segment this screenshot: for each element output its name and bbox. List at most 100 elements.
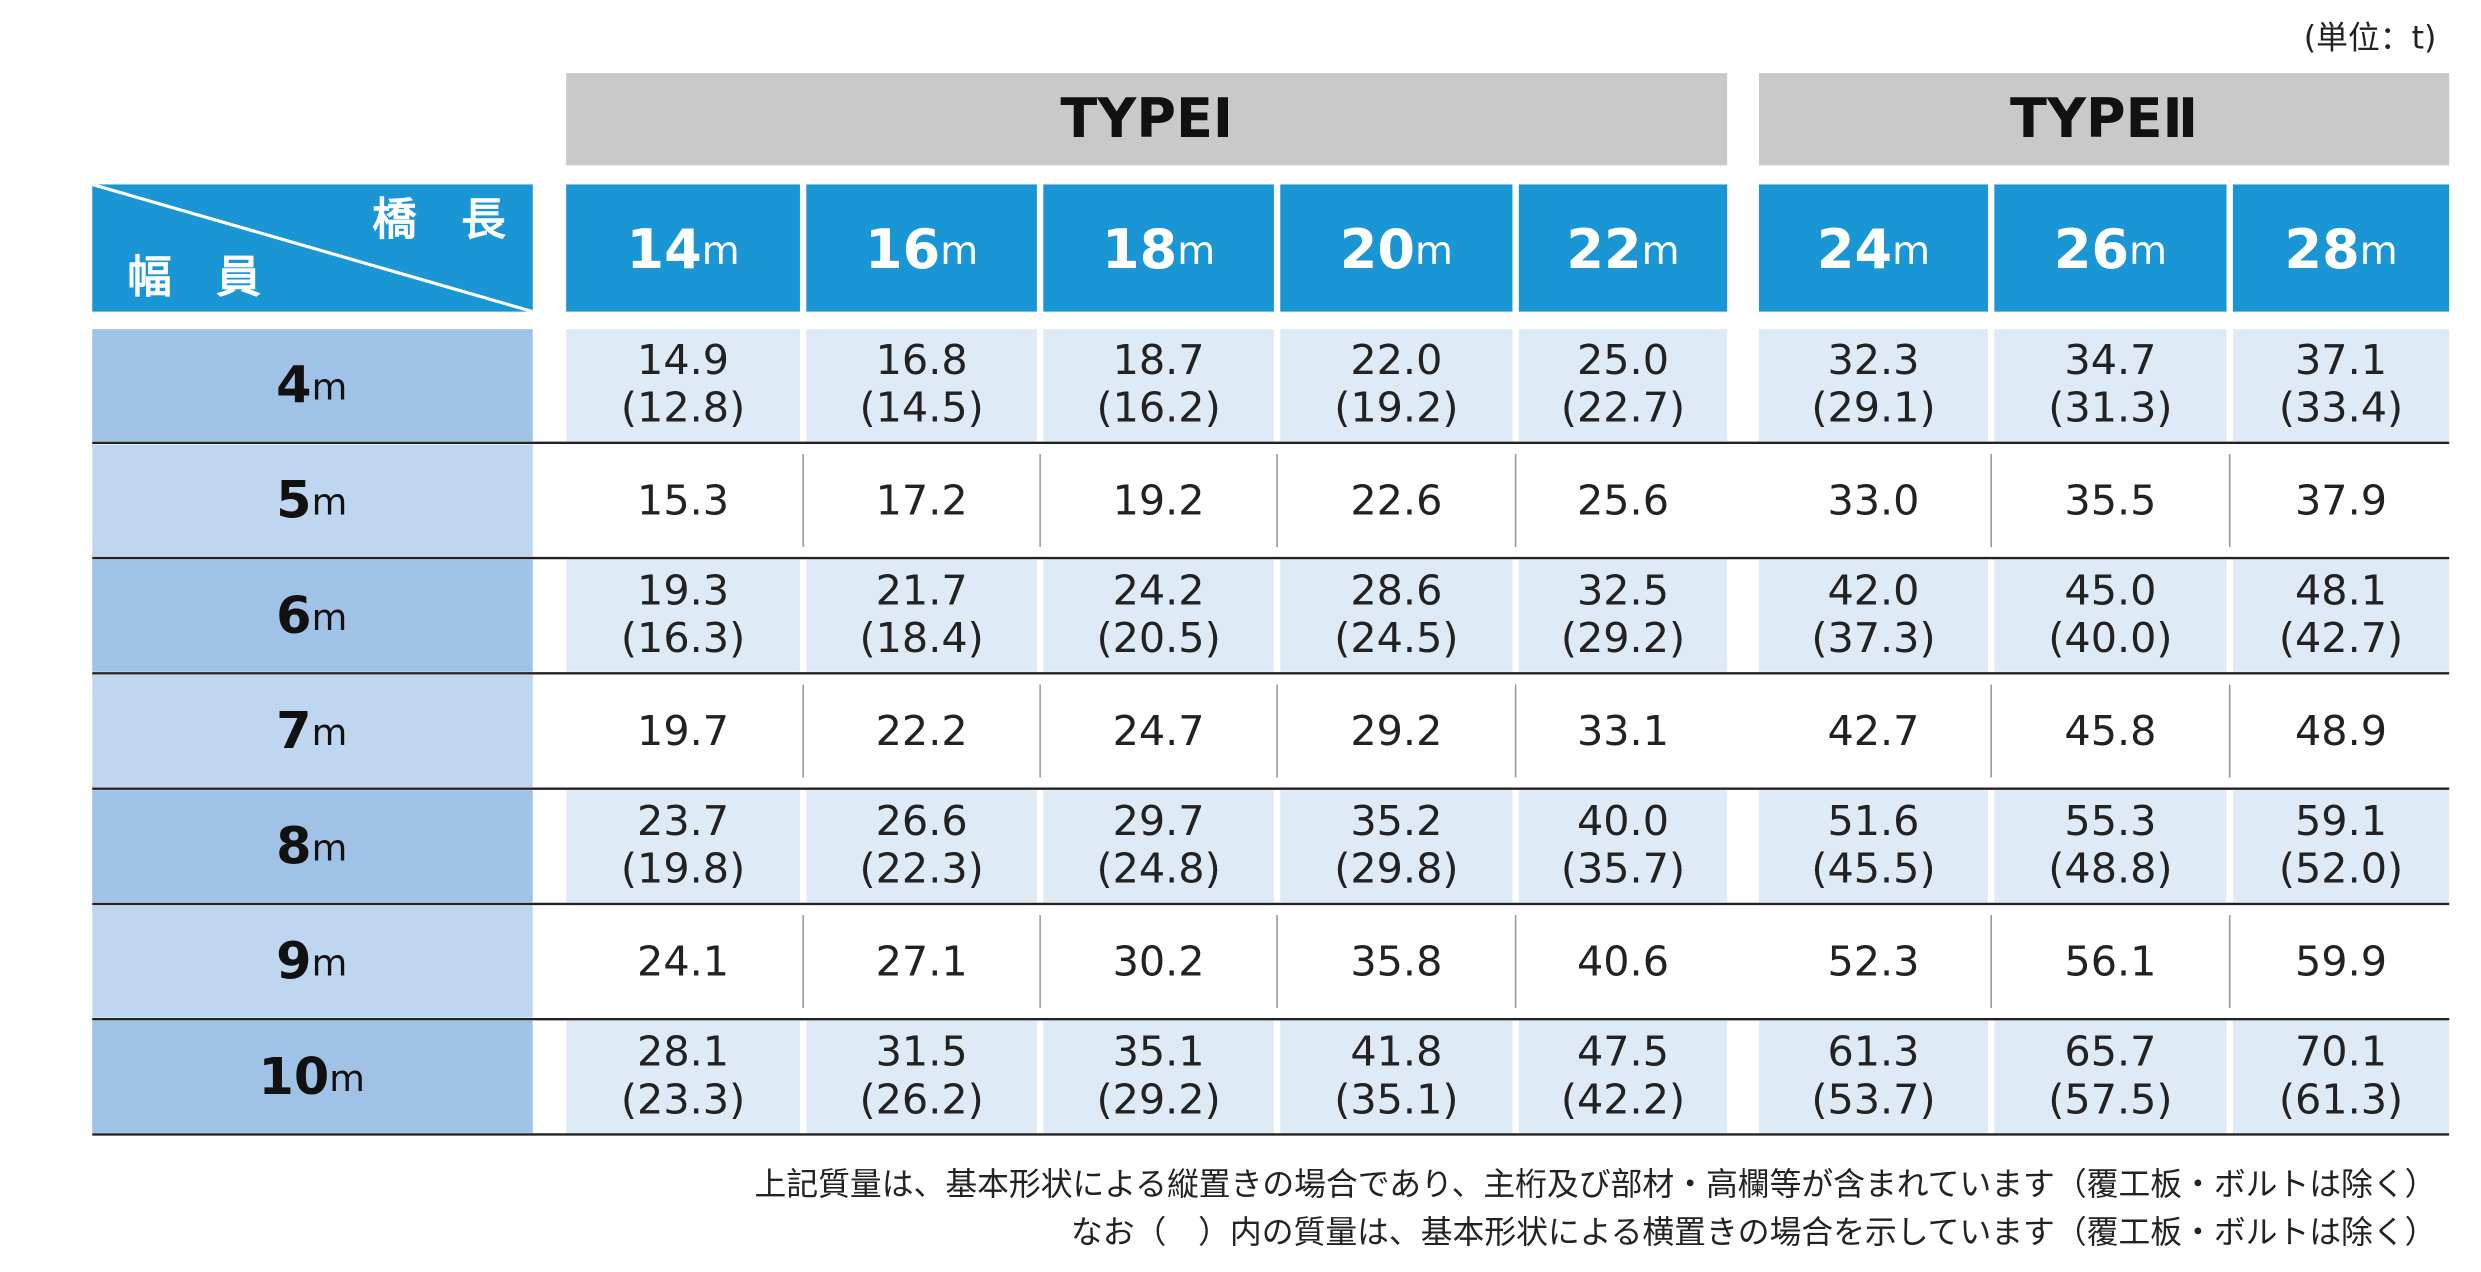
cell-alt-value: (31.3) — [2048, 384, 2172, 432]
row-header-bg — [92, 905, 533, 1018]
cell-value: 42.7 — [1827, 707, 1919, 755]
column-header-num: 16 — [865, 217, 940, 280]
cell-alt-value: (42.2) — [1561, 1075, 1685, 1123]
column-header-unit: m — [1892, 228, 1930, 273]
row-header-num: 10 — [258, 1047, 329, 1106]
cell-alt-value: (26.2) — [859, 1075, 983, 1123]
cell-bg — [806, 790, 1037, 903]
cell-bg — [566, 790, 800, 903]
cell-value: 32.5 — [1577, 566, 1669, 614]
cell-value: 45.8 — [2064, 707, 2156, 755]
row-header-unit: m — [312, 365, 348, 408]
cell-alt-value: (29.8) — [1334, 845, 1458, 893]
column-header-num: 14 — [627, 217, 702, 280]
type-header: TYPEⅡ — [2010, 87, 2198, 150]
cell-value: 18.7 — [1113, 336, 1205, 384]
cell-value: 35.1 — [1113, 1028, 1205, 1076]
cell-bg — [2232, 790, 2450, 903]
cell-value: 19.7 — [637, 707, 729, 755]
cell-alt-value: (45.5) — [1811, 845, 1935, 893]
type-header-bg — [1758, 73, 2450, 166]
cell-value: 37.9 — [2295, 477, 2387, 525]
cell-alt-value: (24.5) — [1334, 614, 1458, 662]
cell-bg — [1043, 559, 1274, 672]
cell-bg — [1994, 790, 2227, 903]
column-header: 16m — [865, 217, 978, 280]
cell-alt-value: (18.4) — [859, 614, 983, 662]
column-header-bg — [806, 184, 1037, 312]
row-header: 7m — [276, 701, 347, 760]
column-header-unit: m — [1642, 228, 1680, 273]
cell-value: 22.0 — [1350, 336, 1442, 384]
column-header-unit: m — [702, 228, 740, 273]
cell-value: 47.5 — [1577, 1028, 1669, 1076]
column-header-unit: m — [2129, 228, 2167, 273]
cell-alt-value: (22.3) — [859, 845, 983, 893]
row-header-unit: m — [329, 1057, 365, 1100]
cell-value: 22.6 — [1350, 477, 1442, 525]
cell-alt-value: (48.8) — [2048, 845, 2172, 893]
row-header: 4m — [276, 355, 347, 414]
column-header-bg — [1994, 184, 2227, 312]
cell-bg — [1518, 790, 1728, 903]
row-header-num: 4 — [276, 355, 311, 414]
cell-value: 33.1 — [1577, 707, 1669, 755]
cell-value: 40.6 — [1577, 938, 1669, 986]
cell-bg — [1994, 559, 2227, 672]
column-header-unit: m — [2360, 228, 2398, 273]
column-header-bg — [1043, 184, 1274, 312]
row-header-num: 6 — [276, 586, 311, 645]
row-header-unit: m — [312, 711, 348, 754]
row-header-unit: m — [312, 480, 348, 523]
cell-value: 61.3 — [1827, 1028, 1919, 1076]
row-header-bg — [92, 329, 533, 442]
cell-value: 65.7 — [2064, 1028, 2156, 1076]
cell-value: 51.6 — [1827, 797, 1919, 845]
cell-value: 33.0 — [1827, 477, 1919, 525]
cell-value: 45.0 — [2064, 566, 2156, 614]
cell-bg — [566, 329, 800, 442]
row-header-num: 9 — [276, 932, 311, 991]
cell-bg — [1518, 329, 1728, 442]
row-header-bg — [92, 790, 533, 903]
corner-width: 幅 員 — [127, 252, 261, 303]
cell-value: 37.1 — [2295, 336, 2387, 384]
cell-value: 42.0 — [1827, 566, 1919, 614]
cell-alt-value: (37.3) — [1811, 614, 1935, 662]
column-header-unit: m — [1177, 228, 1215, 273]
cell-value: 56.1 — [2064, 938, 2156, 986]
cell-bg — [806, 559, 1037, 672]
cell-value: 17.2 — [876, 477, 968, 525]
cell-bg — [2232, 559, 2450, 672]
cell-value: 19.3 — [637, 566, 729, 614]
column-header-num: 20 — [1340, 217, 1415, 280]
cell-alt-value: (19.8) — [621, 845, 745, 893]
cell-value: 41.8 — [1350, 1028, 1442, 1076]
cell-value: 28.1 — [637, 1028, 729, 1076]
cell-value: 21.7 — [876, 566, 968, 614]
cell-value: 14.9 — [637, 336, 729, 384]
cell-bg — [1994, 1020, 2227, 1133]
cell-alt-value: (35.1) — [1334, 1075, 1458, 1123]
cell-alt-value: (16.3) — [621, 614, 745, 662]
cell-value: 16.8 — [876, 336, 968, 384]
cell-value: 24.2 — [1113, 566, 1205, 614]
unit-label: (単位：t) — [2304, 20, 2437, 57]
type-header-bg — [566, 73, 1728, 166]
cell-alt-value: (35.7) — [1561, 845, 1685, 893]
cell-value: 48.9 — [2295, 707, 2387, 755]
cell-alt-value: (29.2) — [1561, 614, 1685, 662]
row-header-unit: m — [312, 595, 348, 638]
cell-bg — [1758, 1020, 1988, 1133]
cell-alt-value: (19.2) — [1334, 384, 1458, 432]
column-header: 14m — [627, 217, 740, 280]
cell-bg — [806, 329, 1037, 442]
cell-alt-value: (29.2) — [1096, 1075, 1220, 1123]
cell-value: 19.2 — [1113, 477, 1205, 525]
row-header-unit: m — [312, 941, 348, 984]
column-header: 28m — [2284, 217, 2397, 280]
cell-alt-value: (24.8) — [1096, 845, 1220, 893]
row-header-unit: m — [312, 826, 348, 869]
cell-value: 30.2 — [1113, 938, 1205, 986]
